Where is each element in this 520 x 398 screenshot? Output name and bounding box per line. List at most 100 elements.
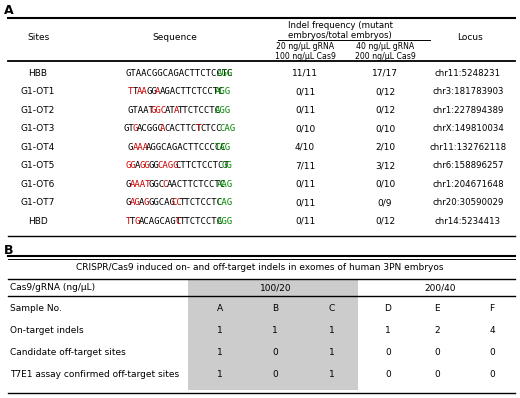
Text: 0/10: 0/10 xyxy=(295,124,315,133)
Text: TAG: TAG xyxy=(214,142,230,152)
Text: 0/10: 0/10 xyxy=(375,179,395,189)
Text: GG: GG xyxy=(221,161,232,170)
Text: 1: 1 xyxy=(217,348,223,357)
Text: chr1:204671648: chr1:204671648 xyxy=(432,179,504,189)
Text: Sequence: Sequence xyxy=(152,33,198,42)
Text: GGCAG: GGCAG xyxy=(148,198,175,207)
Text: 2: 2 xyxy=(434,326,440,335)
Text: G1-OT4: G1-OT4 xyxy=(21,142,55,152)
Text: G: G xyxy=(135,217,140,226)
Text: T: T xyxy=(126,217,131,226)
Text: G: G xyxy=(126,179,131,189)
Text: chr11:5248231: chr11:5248231 xyxy=(435,68,501,78)
Text: 0/11: 0/11 xyxy=(295,179,315,189)
Text: 1: 1 xyxy=(329,326,335,335)
Text: 1: 1 xyxy=(329,370,335,379)
Text: ACGGC: ACGGC xyxy=(137,124,164,133)
Text: AG: AG xyxy=(130,198,141,207)
Text: G1-OT6: G1-OT6 xyxy=(21,179,55,189)
Bar xyxy=(188,279,358,390)
Text: TTCTCCTC: TTCTCCTC xyxy=(178,105,221,115)
Text: AGG: AGG xyxy=(214,105,230,115)
Text: G: G xyxy=(144,198,149,207)
Text: GG: GG xyxy=(139,161,150,170)
Text: AACTTCTCCTC: AACTTCTCCTC xyxy=(166,179,226,189)
Text: T7E1 assay confirmed off-target sites: T7E1 assay confirmed off-target sites xyxy=(10,370,179,379)
Text: B: B xyxy=(272,304,278,313)
Text: Candidate off-target sites: Candidate off-target sites xyxy=(10,348,126,357)
Text: GG: GG xyxy=(148,161,159,170)
Text: A: A xyxy=(155,87,161,96)
Text: G: G xyxy=(126,198,131,207)
Text: HBD: HBD xyxy=(28,217,48,226)
Text: Cas9/gRNA (ng/μL): Cas9/gRNA (ng/μL) xyxy=(10,283,95,293)
Text: CACTTCT: CACTTCT xyxy=(164,124,202,133)
Text: A: A xyxy=(139,198,145,207)
Text: 0/12: 0/12 xyxy=(375,87,395,96)
Text: A: A xyxy=(4,4,14,17)
Text: 1: 1 xyxy=(329,348,335,357)
Text: 1: 1 xyxy=(385,326,391,335)
Text: AGACTTCTCCTC: AGACTTCTCCTC xyxy=(160,87,224,96)
Text: C: C xyxy=(329,304,335,313)
Text: AAG: AAG xyxy=(217,179,233,189)
Text: G1-OT3: G1-OT3 xyxy=(21,124,55,133)
Text: Locus: Locus xyxy=(457,33,483,42)
Text: Sites: Sites xyxy=(27,33,49,42)
Text: 4/10: 4/10 xyxy=(295,142,315,152)
Text: G1-OT2: G1-OT2 xyxy=(21,105,55,115)
Text: 17/17: 17/17 xyxy=(372,68,398,78)
Text: 0/9: 0/9 xyxy=(378,198,392,207)
Text: AGG: AGG xyxy=(217,68,233,78)
Text: CAG: CAG xyxy=(217,198,233,207)
Text: GGC: GGC xyxy=(148,179,164,189)
Text: 0: 0 xyxy=(272,370,278,379)
Text: AGG: AGG xyxy=(217,217,233,226)
Text: CC: CC xyxy=(171,198,182,207)
Text: TTCTCCTC: TTCTCCTC xyxy=(180,217,223,226)
Text: AA: AA xyxy=(137,87,148,96)
Text: 1: 1 xyxy=(217,370,223,379)
Text: 1: 1 xyxy=(217,326,223,335)
Text: AGGCAGACTTCCCCC: AGGCAGACTTCCCCC xyxy=(146,142,227,152)
Text: 0: 0 xyxy=(385,348,391,357)
Text: A: A xyxy=(174,105,179,115)
Text: 0: 0 xyxy=(434,348,440,357)
Text: G1-OT1: G1-OT1 xyxy=(21,87,55,96)
Text: G: G xyxy=(128,142,133,152)
Text: ACAGCAGT: ACAGCAGT xyxy=(139,217,183,226)
Text: AT: AT xyxy=(164,105,175,115)
Text: T: T xyxy=(133,87,138,96)
Text: E: E xyxy=(434,304,440,313)
Text: 0: 0 xyxy=(272,348,278,357)
Text: Indel frequency (mutant
embryos/total embryos): Indel frequency (mutant embryos/total em… xyxy=(288,21,393,41)
Text: chr3:181783903: chr3:181783903 xyxy=(432,87,504,96)
Text: chr11:132762118: chr11:132762118 xyxy=(430,142,506,152)
Text: CTTCTCCTCT: CTTCTCCTCT xyxy=(176,161,229,170)
Text: 0: 0 xyxy=(489,370,495,379)
Text: C: C xyxy=(162,179,167,189)
Text: 0/11: 0/11 xyxy=(295,105,315,115)
Text: AAAT: AAAT xyxy=(130,179,152,189)
Text: 7/11: 7/11 xyxy=(295,161,315,170)
Text: HBB: HBB xyxy=(29,68,47,78)
Text: A: A xyxy=(135,161,140,170)
Text: 3/12: 3/12 xyxy=(375,161,395,170)
Text: chr14:5234413: chr14:5234413 xyxy=(435,217,501,226)
Text: T: T xyxy=(196,124,202,133)
Text: 200/40: 200/40 xyxy=(424,283,456,293)
Text: chr20:30590029: chr20:30590029 xyxy=(432,198,504,207)
Text: CAGG: CAGG xyxy=(158,161,179,170)
Text: 4: 4 xyxy=(489,326,495,335)
Text: 0/11: 0/11 xyxy=(295,87,315,96)
Text: G: G xyxy=(133,124,138,133)
Text: F: F xyxy=(489,304,495,313)
Text: 0: 0 xyxy=(489,348,495,357)
Text: GTAAT: GTAAT xyxy=(128,105,155,115)
Text: GGC: GGC xyxy=(151,105,167,115)
Text: CRISPR/Cas9 induced on- and off-target indels in exomes of human 3PN embryos: CRISPR/Cas9 induced on- and off-target i… xyxy=(76,263,444,271)
Text: chr6:158896257: chr6:158896257 xyxy=(432,161,504,170)
Text: On-target indels: On-target indels xyxy=(10,326,84,335)
Text: G1-OT5: G1-OT5 xyxy=(21,161,55,170)
Text: D: D xyxy=(385,304,392,313)
